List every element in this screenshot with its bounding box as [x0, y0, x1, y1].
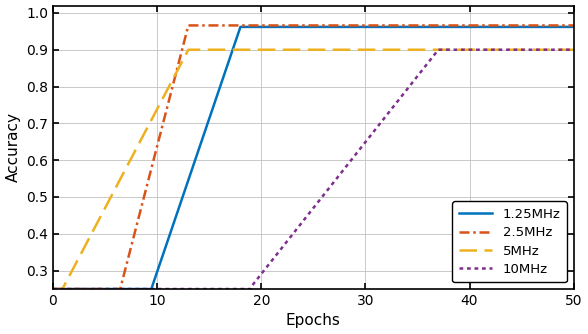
- 10MHz: [49, 287, 56, 291]
- 10MHz: [570, 48, 577, 52]
- 1.25MHz: [49, 287, 56, 291]
- Line: 5MHz: 5MHz: [53, 50, 574, 289]
- 5MHz: [185, 48, 192, 52]
- 2.5MHz: [185, 23, 192, 27]
- Legend: 1.25MHz, 2.5MHz, 5MHz, 10MHz: 1.25MHz, 2.5MHz, 5MHz, 10MHz: [453, 201, 567, 283]
- 5MHz: [60, 285, 67, 289]
- X-axis label: Epochs: Epochs: [286, 313, 341, 328]
- 5MHz: [185, 48, 192, 52]
- 1.25MHz: [148, 285, 155, 289]
- 10MHz: [248, 285, 255, 289]
- Y-axis label: Accuracy: Accuracy: [5, 112, 21, 182]
- 5MHz: [60, 287, 67, 291]
- 1.25MHz: [237, 25, 244, 29]
- 2.5MHz: [49, 287, 56, 291]
- 1.25MHz: [570, 25, 577, 29]
- Line: 2.5MHz: 2.5MHz: [53, 25, 574, 289]
- 10MHz: [435, 48, 442, 52]
- 1.25MHz: [237, 25, 244, 29]
- 1.25MHz: [148, 287, 155, 291]
- 2.5MHz: [117, 285, 124, 289]
- Line: 1.25MHz: 1.25MHz: [53, 27, 574, 289]
- 2.5MHz: [570, 23, 577, 27]
- 5MHz: [570, 48, 577, 52]
- Line: 10MHz: 10MHz: [53, 50, 574, 289]
- 2.5MHz: [185, 23, 192, 27]
- 10MHz: [435, 48, 442, 52]
- 5MHz: [49, 287, 56, 291]
- 2.5MHz: [117, 287, 124, 291]
- 10MHz: [248, 287, 255, 291]
